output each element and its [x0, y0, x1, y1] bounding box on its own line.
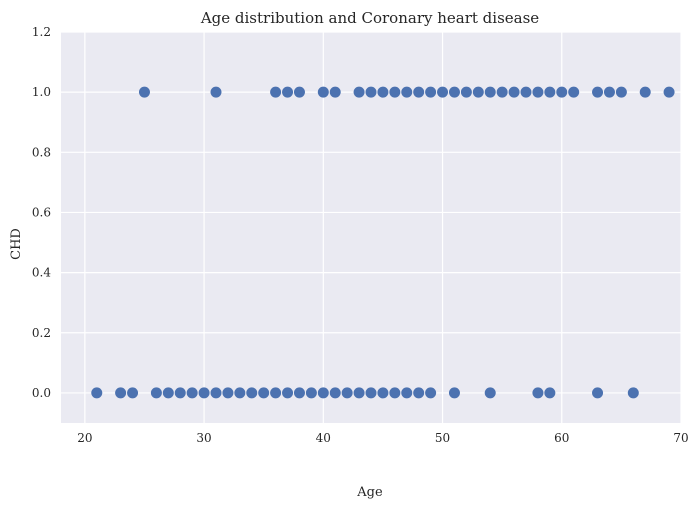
data-point	[532, 86, 544, 98]
data-point	[305, 387, 317, 399]
y-tick-label: 0.8	[32, 145, 51, 159]
data-point	[603, 86, 615, 98]
data-point	[592, 387, 604, 399]
data-point	[115, 387, 127, 399]
data-point	[341, 387, 353, 399]
data-point	[329, 387, 341, 399]
data-point	[258, 387, 270, 399]
data-point	[198, 387, 210, 399]
y-tick-labels: 0.0 0.2 0.4 0.6 0.8 1.0 1.2	[32, 25, 51, 400]
data-point	[544, 86, 556, 98]
data-point	[448, 86, 460, 98]
data-point	[282, 86, 294, 98]
data-point	[222, 387, 234, 399]
data-point	[329, 86, 341, 98]
data-point	[413, 387, 425, 399]
x-tick-label: 30	[196, 431, 211, 445]
data-point	[472, 86, 484, 98]
data-point	[460, 86, 472, 98]
x-tick-label: 40	[316, 431, 331, 445]
data-point	[484, 387, 496, 399]
data-point	[246, 387, 258, 399]
data-point	[293, 387, 305, 399]
data-point	[401, 387, 413, 399]
data-point	[544, 387, 556, 399]
data-point	[568, 86, 580, 98]
data-point	[353, 387, 365, 399]
data-point	[377, 387, 389, 399]
y-tick-label: 0.2	[32, 326, 51, 340]
data-point	[162, 387, 174, 399]
data-point	[377, 86, 389, 98]
data-point	[270, 86, 282, 98]
x-tick-label: 50	[435, 431, 450, 445]
data-point	[663, 86, 675, 98]
data-point	[592, 86, 604, 98]
data-point	[186, 387, 198, 399]
y-axis-label: CHD	[9, 228, 24, 260]
data-point	[532, 387, 544, 399]
data-point	[234, 387, 246, 399]
data-point	[91, 387, 103, 399]
data-points	[91, 86, 675, 399]
data-point	[425, 387, 437, 399]
data-point	[138, 86, 150, 98]
data-point	[150, 387, 162, 399]
chart-title: Age distribution and Coronary heart dise…	[200, 9, 539, 27]
y-tick-label: 1.0	[32, 85, 51, 99]
data-point	[389, 86, 401, 98]
data-point	[615, 86, 627, 98]
data-point	[365, 86, 377, 98]
data-point	[210, 387, 222, 399]
data-point	[639, 86, 651, 98]
data-point	[627, 387, 639, 399]
data-point	[401, 86, 413, 98]
x-tick-label: 20	[77, 431, 92, 445]
data-point	[520, 86, 532, 98]
data-point	[353, 86, 365, 98]
data-point	[556, 86, 568, 98]
y-tick-label: 0.4	[32, 266, 51, 280]
y-tick-label: 0.0	[32, 386, 51, 400]
data-point	[425, 86, 437, 98]
y-tick-label: 0.6	[32, 205, 51, 219]
x-tick-label: 60	[554, 431, 569, 445]
data-point	[496, 86, 508, 98]
data-point	[389, 387, 401, 399]
data-point	[317, 387, 329, 399]
x-axis-label: Age	[356, 485, 383, 500]
data-point	[174, 387, 186, 399]
data-point	[365, 387, 377, 399]
data-point	[484, 86, 496, 98]
data-point	[127, 387, 139, 399]
data-point	[282, 387, 294, 399]
data-point	[448, 387, 460, 399]
data-point	[508, 86, 520, 98]
x-tick-labels: 20 30 40 50 60 70	[77, 431, 688, 445]
data-point	[317, 86, 329, 98]
x-tick-label: 70	[673, 431, 688, 445]
y-tick-label: 1.2	[32, 25, 51, 39]
data-point	[210, 86, 222, 98]
data-point	[270, 387, 282, 399]
data-point	[437, 86, 449, 98]
data-point	[293, 86, 305, 98]
data-point	[413, 86, 425, 98]
